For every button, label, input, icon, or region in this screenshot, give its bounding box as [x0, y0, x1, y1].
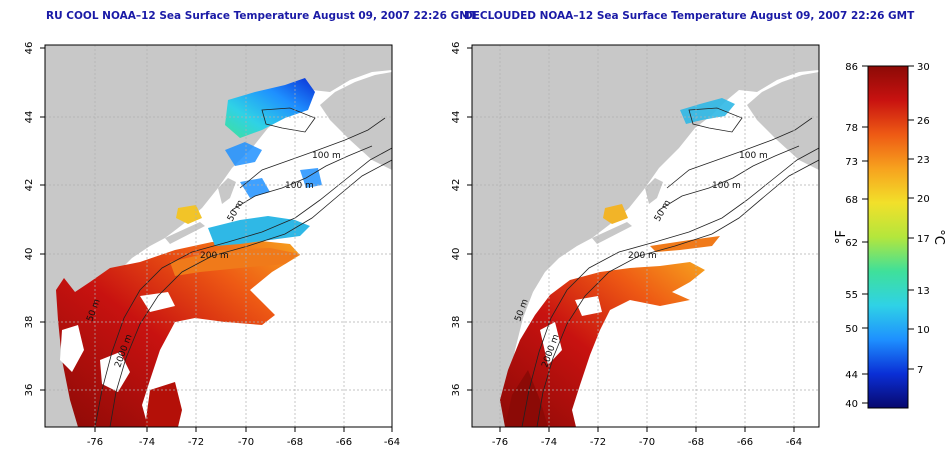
left-land-cape-cod	[218, 178, 236, 204]
colorbar-fahrenheit-unit: °F	[834, 230, 849, 244]
colorbar-c-tick: 23	[917, 155, 930, 166]
right-land-long-island	[592, 222, 632, 244]
colorbar-celsius-unit: °C	[931, 229, 946, 245]
colorbar-f-tick: 62	[845, 238, 858, 249]
right-contour-label-100m-north: 100 m	[739, 151, 768, 161]
temperature-colorbar: 86 78 73 68 62 55 50 44 40 30 26 23 20 1…	[834, 62, 946, 410]
colorbar-f-tick: 68	[845, 195, 858, 206]
left-land-long-island	[165, 222, 205, 244]
left-sst-cool-mid	[208, 216, 310, 246]
colorbar-c-tick: 7	[917, 365, 923, 376]
left-sst-orange-streak	[170, 248, 300, 276]
right-ytick-label: 46	[451, 42, 462, 55]
colorbar-c-tick: 13	[917, 286, 930, 297]
right-xtick-label: -72	[590, 437, 606, 448]
right-sst-yellow-patch	[603, 204, 628, 224]
colorbar-c-tick: 30	[917, 62, 930, 73]
colorbar-f-tick: 73	[845, 157, 858, 168]
left-sst-cool-region	[225, 78, 315, 138]
right-gridlines	[472, 45, 819, 427]
right-xtick-label: -76	[492, 437, 508, 448]
right-sst-cool-region	[680, 98, 735, 124]
left-xtick-label: -66	[336, 437, 352, 448]
right-ytick-label: 44	[451, 111, 462, 124]
left-xtick-label: -74	[139, 437, 155, 448]
right-contour-label-100m-mid: 100 m	[712, 181, 741, 191]
right-ytick-label: 40	[451, 248, 462, 261]
right-contour-label-200m: 200 m	[628, 251, 657, 261]
colorbar-c-tick: 20	[917, 194, 930, 205]
left-sst-yellow-patch	[176, 205, 202, 224]
right-cloud-mask	[540, 296, 602, 365]
colorbar-f-tick: 86	[845, 62, 858, 73]
left-contour-label-200m: 200 m	[200, 251, 229, 261]
left-xtick-label: -68	[287, 437, 303, 448]
right-map-title: DECLOUDED NOAA–12 Sea Surface Temperatur…	[464, 10, 915, 22]
colorbar-gradient	[867, 65, 909, 409]
colorbar-f-tick: 78	[845, 123, 858, 134]
right-xtick-label: -66	[737, 437, 753, 448]
colorbar-f-tick: 44	[845, 370, 858, 381]
right-land-nova-scotia	[747, 72, 819, 170]
colorbar-f-tick: 50	[845, 324, 858, 335]
right-sst-dark-south	[505, 370, 548, 427]
left-map-panel: 100 m 100 m 50 m 200 m 50 m 2000 m -76 -…	[24, 42, 400, 448]
left-ytick-label: 36	[24, 384, 35, 397]
left-xtick-label: -72	[188, 437, 204, 448]
left-xtick-label: -64	[384, 437, 400, 448]
right-map-panel: 100 m 100 m 50 m 200 m 50 m 2000 m -76 -…	[451, 42, 820, 448]
colorbar-c-tick: 17	[917, 234, 930, 245]
colorbar-f-tick: 40	[845, 399, 858, 410]
left-ytick-label: 38	[24, 316, 35, 329]
right-land-cape-cod	[645, 178, 663, 204]
left-map-title: RU COOL NOAA–12 Sea Surface Temperature …	[46, 10, 477, 22]
colorbar-c-tick: 10	[917, 325, 930, 336]
left-land-nova-scotia	[320, 72, 392, 170]
left-sst-cool-patches	[225, 142, 322, 198]
right-sst-warm-region	[500, 262, 705, 427]
left-ytick-label: 46	[24, 42, 35, 55]
right-xtick-label: -68	[688, 437, 704, 448]
left-ytick-label: 40	[24, 248, 35, 261]
right-map-frame	[471, 44, 820, 428]
left-bathymetry-contours	[94, 107, 392, 427]
left-map-frame	[44, 44, 393, 428]
left-ytick-label: 44	[24, 111, 35, 124]
left-gridlines	[45, 45, 392, 427]
left-contour-label-100m-mid: 100 m	[285, 181, 314, 191]
right-land-us-coast	[472, 45, 819, 427]
left-sst-warm-south	[145, 382, 182, 427]
right-ytick-label: 42	[451, 179, 462, 192]
right-xtick-label: -64	[786, 437, 802, 448]
colorbar-c-tick: 26	[917, 116, 930, 127]
right-xtick-label: -74	[541, 437, 557, 448]
left-xtick-label: -76	[87, 437, 103, 448]
left-xtick-label: -70	[238, 437, 254, 448]
colorbar-f-tick: 55	[845, 290, 858, 301]
left-contour-label-100m-north: 100 m	[312, 151, 341, 161]
left-ytick-label: 42	[24, 179, 35, 192]
right-xtick-label: -70	[639, 437, 655, 448]
right-ytick-label: 38	[451, 316, 462, 329]
right-ytick-label: 36	[451, 384, 462, 397]
left-cloud-mask	[60, 292, 175, 392]
left-land-us-coast	[45, 45, 392, 427]
